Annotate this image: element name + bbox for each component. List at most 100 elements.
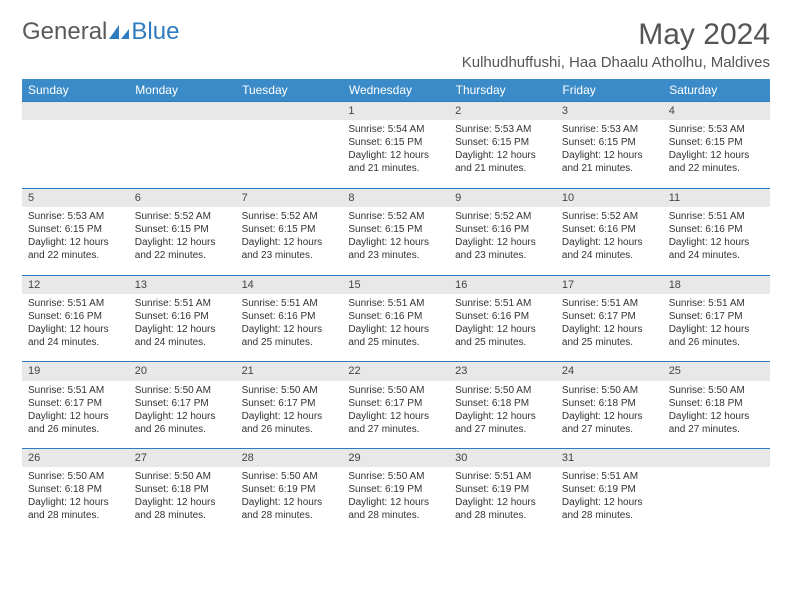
sunset-text: Sunset: 6:15 PM: [455, 136, 550, 149]
sunrise-text: Sunrise: 5:50 AM: [348, 384, 443, 397]
sunrise-text: Sunrise: 5:53 AM: [28, 210, 123, 223]
daylight2-text: and 28 minutes.: [455, 509, 550, 522]
sunrise-text: Sunrise: 5:51 AM: [348, 297, 443, 310]
sunset-text: Sunset: 6:17 PM: [669, 310, 764, 323]
daylight1-text: Daylight: 12 hours: [28, 236, 123, 249]
day-info: Sunrise: 5:52 AMSunset: 6:15 PMDaylight:…: [236, 207, 343, 275]
logo-sail-icon: [109, 23, 131, 41]
sunset-text: Sunset: 6:16 PM: [455, 310, 550, 323]
daylight1-text: Daylight: 12 hours: [135, 323, 230, 336]
day-number: 30: [449, 449, 556, 468]
daylight1-text: Daylight: 12 hours: [669, 236, 764, 249]
sunrise-text: Sunrise: 5:53 AM: [562, 123, 657, 136]
day-number: 2: [449, 102, 556, 121]
day-number: 19: [22, 362, 129, 381]
day-number: 4: [663, 102, 770, 121]
sunrise-text: Sunrise: 5:50 AM: [455, 384, 550, 397]
sunrise-text: Sunrise: 5:50 AM: [135, 384, 230, 397]
sunrise-text: Sunrise: 5:50 AM: [242, 470, 337, 483]
daylight1-text: Daylight: 12 hours: [348, 236, 443, 249]
day-number: [129, 102, 236, 121]
day-info: Sunrise: 5:53 AMSunset: 6:15 PMDaylight:…: [663, 120, 770, 188]
day-info: Sunrise: 5:54 AMSunset: 6:15 PMDaylight:…: [342, 120, 449, 188]
info-row: Sunrise: 5:53 AMSunset: 6:15 PMDaylight:…: [22, 207, 770, 275]
daylight2-text: and 23 minutes.: [455, 249, 550, 262]
daylight2-text: and 24 minutes.: [669, 249, 764, 262]
daylight2-text: and 23 minutes.: [242, 249, 337, 262]
daynum-row: 567891011: [22, 188, 770, 207]
sunset-text: Sunset: 6:15 PM: [242, 223, 337, 236]
sunset-text: Sunset: 6:15 PM: [135, 223, 230, 236]
sunset-text: Sunset: 6:16 PM: [28, 310, 123, 323]
sunset-text: Sunset: 6:15 PM: [562, 136, 657, 149]
day-info: Sunrise: 5:53 AMSunset: 6:15 PMDaylight:…: [449, 120, 556, 188]
sunset-text: Sunset: 6:19 PM: [455, 483, 550, 496]
sunset-text: Sunset: 6:17 PM: [348, 397, 443, 410]
daylight1-text: Daylight: 12 hours: [455, 236, 550, 249]
daylight2-text: and 27 minutes.: [455, 423, 550, 436]
header: General Blue May 2024 Kulhudhuffushi, Ha…: [22, 18, 770, 71]
sunrise-text: Sunrise: 5:52 AM: [562, 210, 657, 223]
daynum-row: 19202122232425: [22, 362, 770, 381]
day-info: Sunrise: 5:51 AMSunset: 6:17 PMDaylight:…: [22, 381, 129, 449]
day-number: [236, 102, 343, 121]
daylight1-text: Daylight: 12 hours: [455, 496, 550, 509]
daylight2-text: and 27 minutes.: [348, 423, 443, 436]
day-info: Sunrise: 5:50 AMSunset: 6:17 PMDaylight:…: [129, 381, 236, 449]
sunrise-text: Sunrise: 5:52 AM: [242, 210, 337, 223]
daylight1-text: Daylight: 12 hours: [562, 236, 657, 249]
day-info: Sunrise: 5:50 AMSunset: 6:19 PMDaylight:…: [236, 467, 343, 535]
sunrise-text: Sunrise: 5:52 AM: [348, 210, 443, 223]
daylight2-text: and 26 minutes.: [669, 336, 764, 349]
daylight1-text: Daylight: 12 hours: [348, 410, 443, 423]
weekday-header: Sunday: [22, 79, 129, 102]
daylight2-text: and 22 minutes.: [669, 162, 764, 175]
day-number: 15: [342, 275, 449, 294]
daylight2-text: and 27 minutes.: [562, 423, 657, 436]
day-number: 12: [22, 275, 129, 294]
info-row: Sunrise: 5:50 AMSunset: 6:18 PMDaylight:…: [22, 467, 770, 535]
day-info: Sunrise: 5:51 AMSunset: 6:16 PMDaylight:…: [449, 294, 556, 362]
daynum-row: 12131415161718: [22, 275, 770, 294]
day-number: 14: [236, 275, 343, 294]
sunrise-text: Sunrise: 5:50 AM: [562, 384, 657, 397]
day-number: 5: [22, 188, 129, 207]
sunrise-text: Sunrise: 5:53 AM: [455, 123, 550, 136]
daylight1-text: Daylight: 12 hours: [562, 496, 657, 509]
sunset-text: Sunset: 6:15 PM: [348, 136, 443, 149]
sunset-text: Sunset: 6:18 PM: [562, 397, 657, 410]
daylight1-text: Daylight: 12 hours: [242, 496, 337, 509]
daylight2-text: and 26 minutes.: [28, 423, 123, 436]
daylight1-text: Daylight: 12 hours: [455, 149, 550, 162]
sunset-text: Sunset: 6:16 PM: [562, 223, 657, 236]
day-number: 20: [129, 362, 236, 381]
sunset-text: Sunset: 6:18 PM: [28, 483, 123, 496]
daylight1-text: Daylight: 12 hours: [135, 236, 230, 249]
sunset-text: Sunset: 6:17 PM: [242, 397, 337, 410]
sunset-text: Sunset: 6:16 PM: [669, 223, 764, 236]
daylight1-text: Daylight: 12 hours: [669, 410, 764, 423]
brand-logo: General Blue: [22, 18, 179, 46]
weekday-header: Saturday: [663, 79, 770, 102]
sunrise-text: Sunrise: 5:51 AM: [28, 384, 123, 397]
sunrise-text: Sunrise: 5:51 AM: [135, 297, 230, 310]
sunrise-text: Sunrise: 5:50 AM: [28, 470, 123, 483]
day-number: 9: [449, 188, 556, 207]
day-info: Sunrise: 5:51 AMSunset: 6:16 PMDaylight:…: [129, 294, 236, 362]
daylight1-text: Daylight: 12 hours: [455, 410, 550, 423]
day-info: Sunrise: 5:51 AMSunset: 6:17 PMDaylight:…: [663, 294, 770, 362]
day-info: Sunrise: 5:52 AMSunset: 6:16 PMDaylight:…: [556, 207, 663, 275]
day-number: 7: [236, 188, 343, 207]
day-info: Sunrise: 5:50 AMSunset: 6:19 PMDaylight:…: [342, 467, 449, 535]
day-info: Sunrise: 5:51 AMSunset: 6:16 PMDaylight:…: [236, 294, 343, 362]
day-number: 25: [663, 362, 770, 381]
day-info: Sunrise: 5:51 AMSunset: 6:16 PMDaylight:…: [342, 294, 449, 362]
sunrise-text: Sunrise: 5:50 AM: [135, 470, 230, 483]
daylight1-text: Daylight: 12 hours: [135, 496, 230, 509]
daylight2-text: and 28 minutes.: [242, 509, 337, 522]
daynum-row: 1234: [22, 102, 770, 121]
weekday-header: Friday: [556, 79, 663, 102]
daylight1-text: Daylight: 12 hours: [669, 323, 764, 336]
daylight2-text: and 28 minutes.: [562, 509, 657, 522]
brand-part2: Blue: [131, 18, 179, 46]
